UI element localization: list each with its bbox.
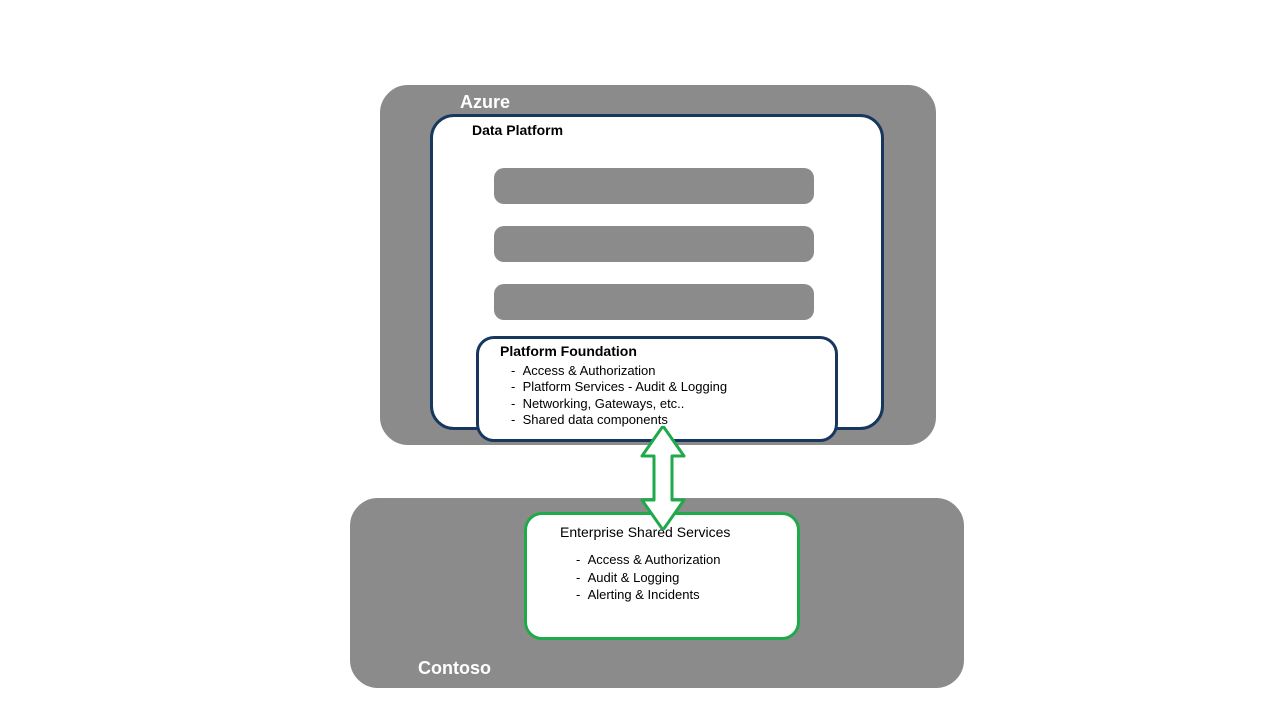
pf-item: Networking, Gateways, etc.. [511,396,727,412]
contoso-label: Contoso [418,658,491,679]
enterprise-services-title: Enterprise Shared Services [560,524,730,540]
platform-foundation-title: Platform Foundation [500,343,637,359]
platform-foundation-list: Access & Authorization Platform Services… [511,363,727,428]
azure-label: Azure [460,92,510,113]
gray-slot-1 [494,168,814,204]
enterprise-services-list: Access & Authorization Audit & Logging A… [576,551,721,604]
ent-item: Audit & Logging [576,569,721,587]
ent-item: Alerting & Incidents [576,586,721,604]
data-platform-label: Data Platform [472,122,563,138]
pf-item: Shared data components [511,412,727,428]
gray-slot-2 [494,226,814,262]
gray-slot-3 [494,284,814,320]
pf-item: Access & Authorization [511,363,727,379]
ent-item: Access & Authorization [576,551,721,569]
pf-item: Platform Services - Audit & Logging [511,379,727,395]
